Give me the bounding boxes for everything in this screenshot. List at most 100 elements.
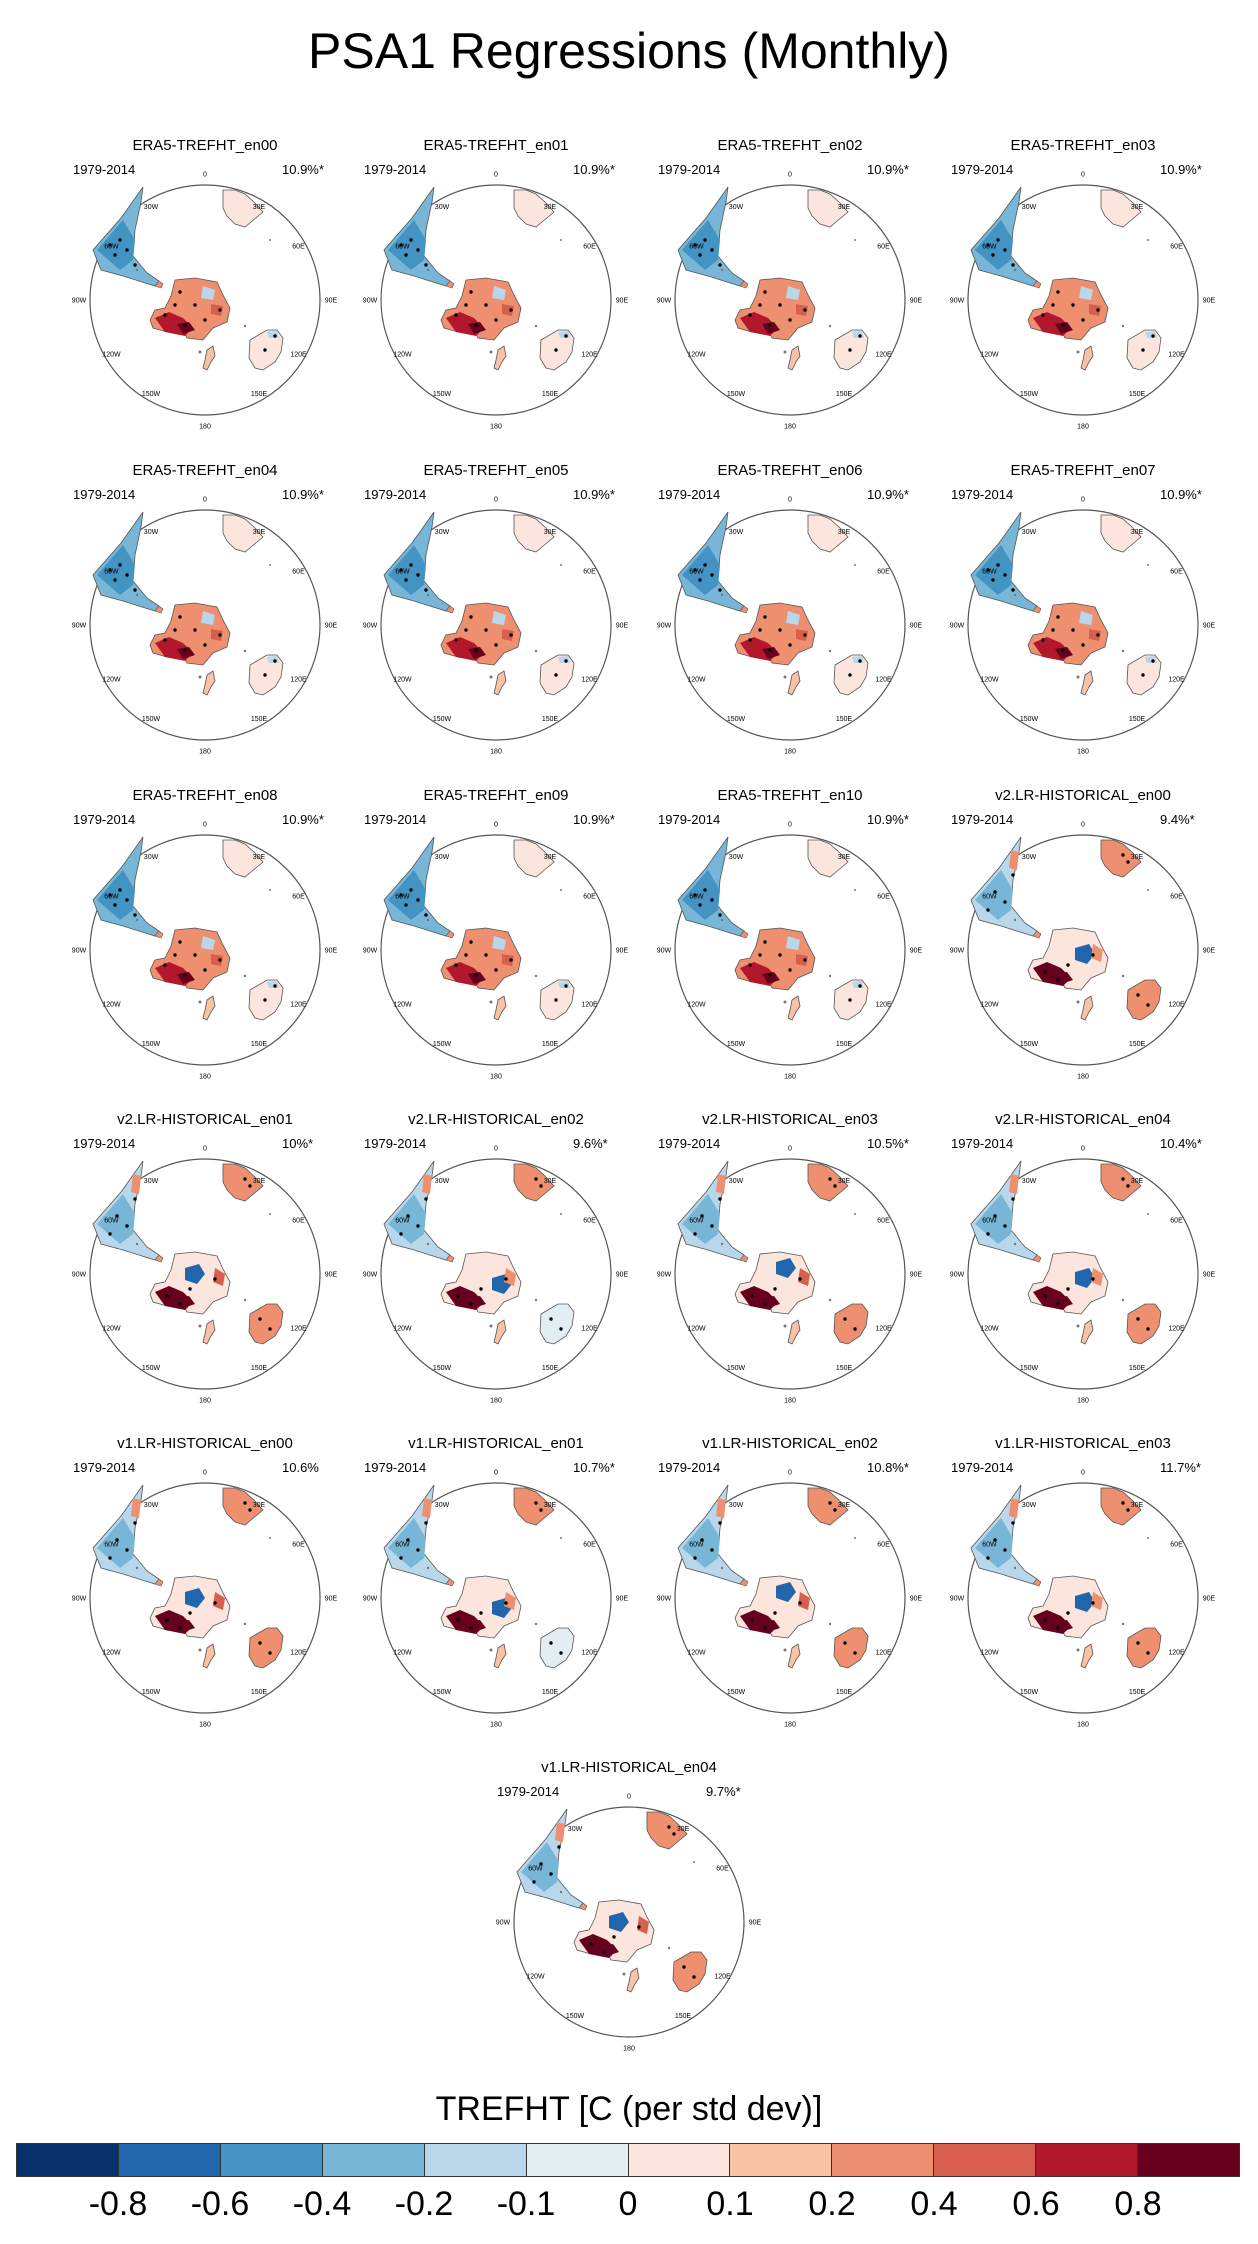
longitude-label: 60E	[583, 894, 596, 901]
panel-period: 1979-2014	[951, 487, 1014, 502]
map-panel: v1.LR-HISTORICAL_en00 1979-2014 10.6% 0 30E 6…	[55, 1435, 355, 1735]
longitude-label: 60E	[1170, 1218, 1183, 1225]
longitude-label: 60E	[583, 569, 596, 576]
longitude-label: 120W	[980, 677, 999, 684]
longitude-label: 120W	[687, 1002, 706, 1009]
longitude-label: 0	[494, 497, 498, 504]
map-panel: ERA5-TREFHT_en04 1979-2014 10.9%* 0 30E 60E 90…	[55, 462, 355, 762]
longitude-label: 0	[203, 172, 207, 179]
longitude-label: 60W	[395, 244, 410, 251]
longitude-label: 120W	[687, 1326, 706, 1333]
longitude-label: 180	[1077, 424, 1089, 431]
panel-title: ERA5-TREFHT_en10	[717, 787, 863, 804]
longitude-label: 0	[494, 172, 498, 179]
longitude-label: 90E	[325, 298, 338, 305]
longitude-label: 180	[490, 1722, 502, 1729]
longitude-label: 150E	[542, 1365, 559, 1372]
longitude-label: 150W	[142, 1365, 161, 1372]
longitude-label: 60W	[982, 1218, 997, 1225]
polar-map: 0 30E 60E 90E 120E 150E 180 150W 120W 90W 60W 30W	[72, 822, 338, 1081]
colorbar	[16, 2143, 1240, 2177]
polar-map: 0 30E 60E 90E 120E 150E 180 150W 120W 90W 60W 30W	[657, 1146, 923, 1405]
colorbar-tick-label: 0.8	[1114, 2185, 1162, 2223]
longitude-label: 120E	[290, 352, 307, 359]
longitude-label: 120W	[526, 1974, 545, 1981]
panel-title: v2.LR-HISTORICAL_en02	[408, 1111, 584, 1128]
longitude-label: 120E	[714, 1974, 731, 1981]
longitude-label: 60W	[104, 244, 119, 251]
longitude-label: 120E	[875, 677, 892, 684]
longitude-label: 60W	[982, 894, 997, 901]
longitude-label: 150W	[142, 1689, 161, 1696]
longitude-label: 30W	[435, 1178, 450, 1185]
polar-map: 0 30E 60E 90E 120E 150E 180 150W 120W 90W 60W 30W	[950, 1470, 1216, 1729]
longitude-label: 90E	[1203, 1272, 1216, 1279]
polar-map: 0 30E 60E 90E 120E 150E 180 150W 120W 90W 60W 30W	[657, 497, 923, 756]
longitude-label: 90W	[72, 298, 87, 305]
longitude-label: 180	[199, 1722, 211, 1729]
longitude-label: 180	[623, 2046, 635, 2053]
longitude-label: 0	[788, 1146, 792, 1153]
colorbar-tick-label: 0.6	[1012, 2185, 1060, 2223]
longitude-label: 150W	[433, 1365, 452, 1372]
longitude-label: 30E	[838, 529, 851, 536]
longitude-label: 120E	[581, 677, 598, 684]
colorbar-segment	[933, 2144, 1036, 2176]
longitude-label: 0	[1081, 172, 1085, 179]
panel-percent: 10.4%*	[1160, 1136, 1202, 1151]
longitude-label: 150E	[836, 391, 853, 398]
longitude-label: 60W	[982, 569, 997, 576]
longitude-label: 30E	[838, 204, 851, 211]
longitude-label: 30W	[1022, 1502, 1037, 1509]
longitude-label: 30W	[729, 204, 744, 211]
panel-title: ERA5-TREFHT_en04	[132, 462, 278, 479]
colorbar-segment	[219, 2144, 322, 2176]
longitude-label: 180	[199, 1074, 211, 1081]
longitude-label: 30W	[1022, 204, 1037, 211]
longitude-label: 120W	[687, 677, 706, 684]
polar-map: 0 30E 60E 90E 120E 150E 180 150W 120W 90W 60W 30W	[657, 822, 923, 1081]
longitude-label: 120E	[581, 1002, 598, 1009]
longitude-label: 60E	[292, 894, 305, 901]
longitude-label: 90E	[616, 623, 629, 630]
colorbar-segment	[627, 2144, 730, 2176]
longitude-label: 90W	[950, 298, 965, 305]
panel-percent: 10.7%*	[573, 1460, 615, 1475]
panel-title: v1.LR-HISTORICAL_en01	[408, 1435, 584, 1452]
longitude-label: 60W	[104, 1218, 119, 1225]
colorbar-segment	[831, 2144, 934, 2176]
longitude-label: 120W	[102, 1650, 121, 1657]
panel-title: v1.LR-HISTORICAL_en02	[702, 1435, 878, 1452]
longitude-label: 60E	[877, 894, 890, 901]
polar-map: 0 30E 60E 90E 120E 150E 180 150W 120W 90W 60W 30W	[72, 1470, 338, 1729]
polar-map: 0 30E 60E 90E 120E 150E 180 150W 120W 90W 60W 30W	[950, 1146, 1216, 1405]
polar-map: 0 30E 60E 90E 120E 150E 180 150W 120W 90W 60W 30W	[657, 1470, 923, 1729]
panel-percent: 10.9%*	[1160, 487, 1202, 502]
longitude-label: 60W	[689, 244, 704, 251]
longitude-label: 60E	[716, 1866, 729, 1873]
longitude-label: 30W	[435, 529, 450, 536]
longitude-label: 180	[784, 1722, 796, 1729]
longitude-label: 150E	[1129, 1041, 1146, 1048]
longitude-label: 90W	[657, 948, 672, 955]
map-panel: v1.LR-HISTORICAL_en04 1979-2014 9.7%* 0 30E 6…	[479, 1759, 779, 2059]
longitude-label: 30W	[435, 204, 450, 211]
map-panel: ERA5-TREFHT_en02 1979-2014 10.9%* 0 30E 60E 90…	[640, 137, 940, 437]
longitude-label: 30W	[568, 1826, 583, 1833]
polar-map: 0 30E 60E 90E 120E 150E 180 150W 120W 90W 60W 30W	[72, 1146, 338, 1405]
panel-title: ERA5-TREFHT_en08	[132, 787, 278, 804]
longitude-label: 120E	[875, 1326, 892, 1333]
longitude-label: 90W	[72, 1596, 87, 1603]
longitude-label: 0	[1081, 1146, 1085, 1153]
longitude-label: 0	[1081, 1470, 1085, 1477]
panel-title: ERA5-TREFHT_en06	[717, 462, 863, 479]
longitude-label: 150W	[142, 391, 161, 398]
panel-period: 1979-2014	[658, 812, 721, 827]
longitude-label: 0	[203, 822, 207, 829]
map-panel: ERA5-TREFHT_en03 1979-2014 10.9%* 0 30E 60E 90…	[933, 137, 1233, 437]
longitude-label: 90E	[616, 1596, 629, 1603]
longitude-label: 150W	[1020, 1689, 1039, 1696]
longitude-label: 90E	[910, 623, 923, 630]
panel-title: v2.LR-HISTORICAL_en00	[995, 787, 1171, 804]
polar-map: 0 30E 60E 90E 120E 150E 180 150W 120W 90W 60W 30W	[363, 1470, 629, 1729]
